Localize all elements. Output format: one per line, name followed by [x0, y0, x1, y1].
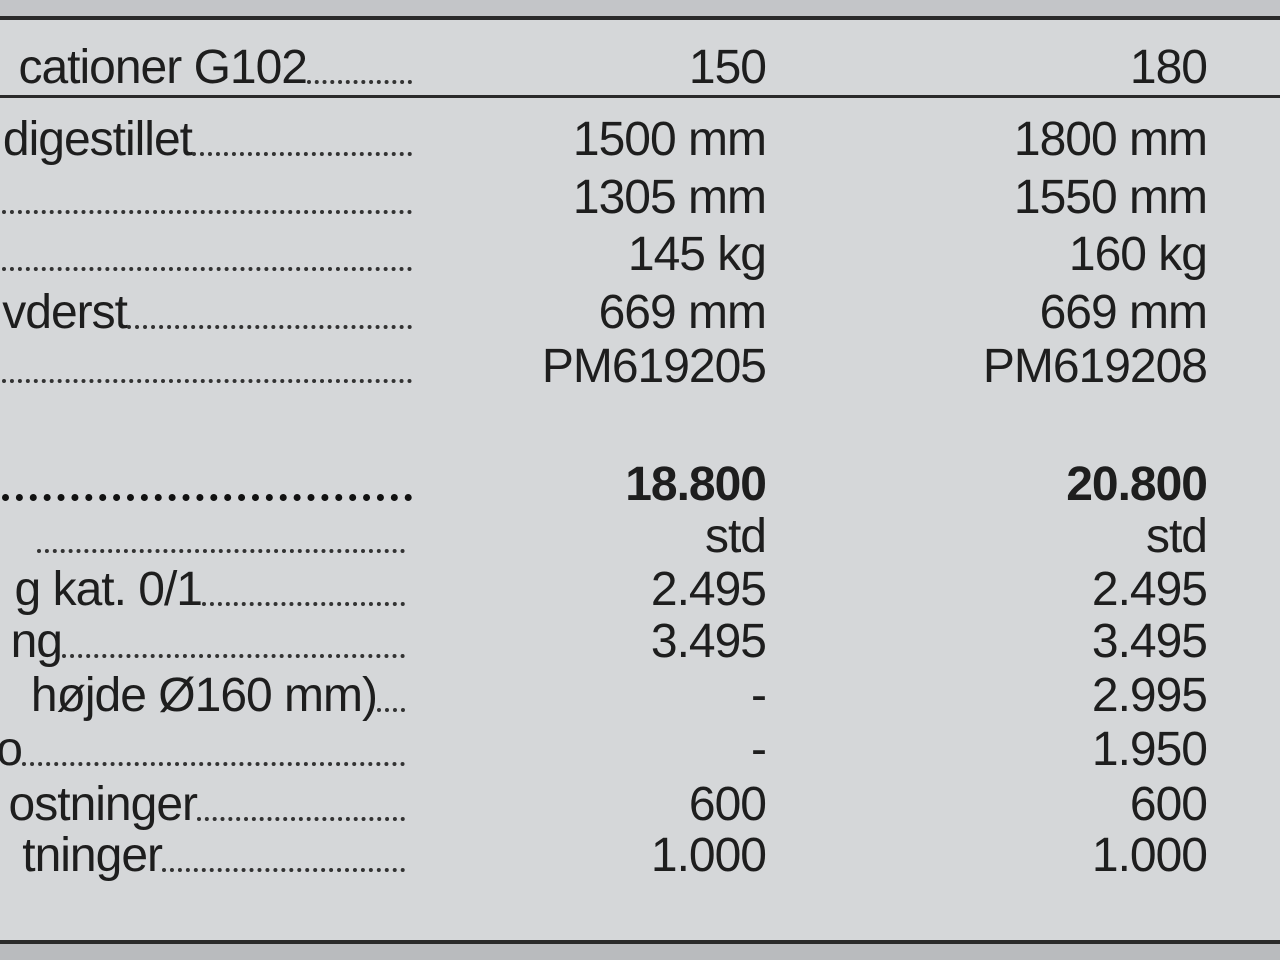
row-label: ng [0, 614, 405, 670]
row-label: ostninger [0, 777, 405, 833]
value-150: 145 kg [627, 228, 767, 281]
value-150: 2.495 [650, 563, 767, 616]
bottom-border-strip [0, 944, 1280, 960]
value-150: 669 mm [598, 286, 767, 339]
table-header-row: cationer G102 150 180 [0, 40, 1280, 96]
table-row: vderst 669 mm 669 mm [0, 285, 1280, 341]
table-row: højde Ø160 mm) - 2.995 [0, 668, 1280, 724]
header-rule [0, 95, 1280, 98]
value-180: PM619208 [982, 340, 1208, 393]
value-180: 669 mm [1039, 286, 1208, 339]
dot-leader [62, 654, 405, 658]
table-row: ostninger 600 600 [0, 777, 1280, 833]
row-label [0, 339, 412, 395]
value-150: 3.495 [650, 615, 767, 668]
row-label: digestillet [0, 112, 412, 168]
value-180: 3.495 [1091, 615, 1208, 668]
header-label: cationer G102 [0, 40, 412, 96]
table-row: 145 kg 160 kg [0, 227, 1280, 283]
dot-leader [2, 379, 412, 383]
header-col-180: 180 [1129, 41, 1208, 94]
table-row: std std [0, 509, 1280, 565]
dot-leader [162, 868, 405, 872]
header-col-150: 150 [688, 41, 767, 94]
top-border-strip [0, 0, 1280, 16]
value-180: 1550 mm [1013, 171, 1208, 224]
dot-leader [307, 80, 412, 84]
row-label [0, 227, 412, 283]
row-label [0, 457, 412, 513]
row-label [0, 170, 412, 226]
value-150: 1305 mm [572, 171, 767, 224]
value-150: 1500 mm [572, 113, 767, 166]
value-180: 160 kg [1068, 228, 1208, 281]
table-row: 1305 mm 1550 mm [0, 170, 1280, 226]
value-180: 1.000 [1091, 829, 1208, 882]
dot-leader [127, 325, 412, 329]
dot-leader [197, 817, 405, 821]
value-180: 1.950 [1091, 723, 1208, 776]
dot-leader [2, 494, 412, 501]
dot-leader [22, 762, 405, 766]
row-label: o [0, 722, 405, 778]
value-180: 600 [1129, 778, 1208, 831]
dot-leader [377, 708, 405, 712]
value-180: 2.995 [1091, 669, 1208, 722]
dot-leader [2, 210, 412, 214]
table-row: o - 1.950 [0, 722, 1280, 778]
value-150: 18.800 [625, 458, 767, 511]
value-180: std [1145, 510, 1208, 563]
table-row: PM619205 PM619208 [0, 339, 1280, 395]
dot-leader [2, 267, 412, 271]
row-label: g kat. 0/1 [0, 562, 405, 618]
row-label: tninger [0, 828, 405, 884]
value-150: - [751, 723, 767, 776]
value-150: PM619205 [541, 340, 767, 393]
table-row: tninger 1.000 1.000 [0, 828, 1280, 884]
dot-leader [202, 602, 405, 606]
value-150: 600 [688, 778, 767, 831]
table-row: 18.800 20.800 [0, 457, 1280, 513]
table-row: digestillet 1500 mm 1800 mm [0, 112, 1280, 168]
value-150: 1.000 [650, 829, 767, 882]
value-180: 1800 mm [1013, 113, 1208, 166]
table-bottom-rule [0, 940, 1280, 944]
row-label: vderst [0, 285, 412, 341]
table-top-rule [0, 16, 1280, 20]
row-label [0, 509, 405, 565]
value-150: - [751, 669, 767, 722]
value-150: std [704, 510, 767, 563]
dot-leader [37, 549, 405, 553]
dot-leader [192, 152, 412, 156]
table-row: g kat. 0/1 2.495 2.495 [0, 562, 1280, 618]
row-label: højde Ø160 mm) [0, 668, 405, 724]
value-180: 20.800 [1066, 458, 1208, 511]
value-180: 2.495 [1091, 563, 1208, 616]
table-row: ng 3.495 3.495 [0, 614, 1280, 670]
